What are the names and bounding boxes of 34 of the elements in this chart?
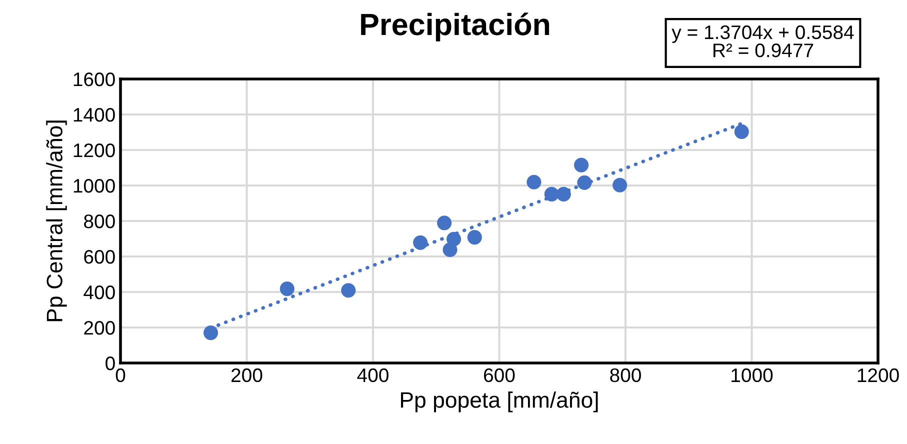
y-tick-label: 1000 — [74, 178, 115, 193]
chart-title: Precipitación — [361, 12, 550, 42]
point — [280, 282, 294, 296]
point — [526, 174, 542, 190]
x-tick-label: 200 — [232, 368, 262, 382]
x-tick-label: 400 — [357, 368, 388, 382]
point — [734, 124, 749, 139]
point — [574, 158, 589, 172]
y-axis-title: Pp Central [mm/año] — [46, 120, 67, 322]
y-tick-label: 0 — [106, 356, 115, 370]
point — [612, 178, 628, 192]
point — [544, 186, 559, 202]
point — [341, 283, 356, 298]
point — [467, 230, 482, 245]
y-tick-label: 1600 — [74, 72, 115, 86]
y-tick-label: 600 — [84, 250, 115, 264]
y-tick-label: 800 — [84, 214, 115, 228]
point — [577, 175, 592, 190]
point — [437, 216, 452, 230]
y-tick-label: 1400 — [74, 108, 115, 122]
point — [413, 235, 428, 250]
x-tick-label: 600 — [484, 368, 515, 382]
x-axis-title: Pp popeta [mm/año] — [401, 392, 598, 412]
y-tick-label: 200 — [84, 320, 115, 335]
x-tick-label: 1200 — [858, 368, 899, 382]
text: y = 1.3704x + 0.5584 R² = 0.9477 — [672, 25, 854, 58]
x-tick-label: 1000 — [732, 368, 773, 382]
x-tick-label: 0 — [116, 368, 126, 382]
point — [442, 242, 458, 258]
point — [556, 186, 571, 202]
y-tick-label: 400 — [84, 285, 115, 300]
point — [203, 326, 218, 340]
x-tick-label: 800 — [610, 368, 641, 382]
y-tick-label: 1200 — [74, 143, 115, 158]
